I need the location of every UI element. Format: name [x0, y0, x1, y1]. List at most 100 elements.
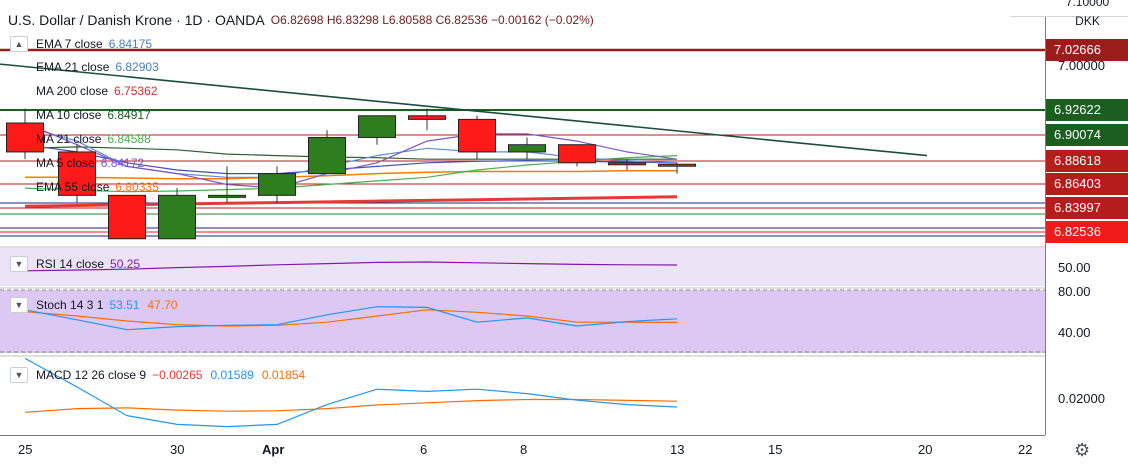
macd-axis-tick: 0.02000 — [1058, 391, 1105, 406]
rsi-axis-tick: 50.00 — [1058, 260, 1091, 275]
candle-body — [508, 144, 546, 153]
legend-name: MA 10 close — [36, 108, 102, 122]
legend-value: 6.84588 — [107, 132, 151, 146]
time-tick-label: 30 — [170, 442, 185, 457]
legend-collapse-button[interactable]: ▲ — [10, 36, 28, 52]
legend-name: MA 5 close — [36, 156, 95, 170]
stoch-name: Stoch 14 3 1 — [36, 298, 104, 312]
time-tick-label: 25 — [18, 442, 33, 457]
high-value: H6.83298 — [326, 13, 379, 27]
settings-gear-icon[interactable]: ⚙ — [1074, 440, 1091, 460]
stoch-collapse-button[interactable]: ▼ — [10, 297, 28, 313]
candle — [608, 159, 646, 171]
stoch-d-value: 47.70 — [147, 298, 178, 312]
candle-body — [108, 194, 146, 240]
low-value: L6.80588 — [382, 13, 433, 27]
macd-legend: ▼ MACD 12 26 close 9 −0.00265 0.01589 0.… — [10, 367, 313, 383]
rsi-line — [24, 261, 678, 272]
legend-row: MA 10 close 6.84917 — [36, 108, 159, 122]
trendline — [0, 63, 928, 157]
legend-row: ▲ EMA 7 close 6.84175 — [10, 36, 160, 52]
legend-value: 6.75362 — [114, 84, 158, 98]
legend-name: MA 200 close — [36, 84, 109, 98]
candle-body — [6, 122, 44, 153]
rsi-collapse-button[interactable]: ▼ — [10, 256, 28, 272]
symbol-title[interactable]: U.S. Dollar / Danish Krone · 1D · OANDA — [8, 12, 265, 28]
stoch-axis-tick-high: 80.00 — [1058, 284, 1091, 299]
currency-code: DKK — [1075, 14, 1100, 28]
macd-line-value: 0.01589 — [210, 368, 254, 382]
candle — [258, 166, 296, 203]
legend-name: EMA 55 close — [36, 180, 110, 194]
candle — [308, 130, 346, 175]
macd-signal-line — [24, 398, 678, 413]
candle-body — [608, 162, 646, 166]
candle — [658, 162, 696, 174]
time-tick-label: 13 — [670, 442, 685, 457]
candle-body — [258, 173, 296, 196]
open-value: O6.82698 — [270, 13, 324, 27]
rsi-pane-bg — [0, 248, 1045, 286]
ma5-line — [24, 122, 678, 189]
legend-value: 6.84917 — [107, 108, 151, 122]
stoch-k-line — [24, 306, 678, 331]
candle-body — [158, 194, 196, 240]
symbol-header: U.S. Dollar / Danish Krone · 1D · OANDA … — [8, 10, 594, 30]
macd-line — [24, 357, 678, 428]
candle — [158, 188, 196, 240]
candle-body — [358, 115, 396, 138]
time-tick-label: 15 — [768, 442, 783, 457]
candle — [6, 108, 44, 160]
price-label: 6.83997 — [1046, 197, 1128, 219]
rsi-legend: ▼ RSI 14 close 50.25 — [10, 256, 148, 272]
currency-top-tick: 7.10000 — [1060, 0, 1115, 6]
candle — [458, 115, 496, 160]
candle — [108, 194, 146, 240]
legend-row: EMA 21 close 6.82903 — [36, 60, 167, 74]
stoch-k-value: 53.51 — [109, 298, 140, 312]
time-tick-label: 8 — [520, 442, 528, 457]
stoch-d-line — [24, 309, 678, 327]
candle-body — [658, 163, 696, 167]
time-tick-label: Apr — [262, 442, 285, 457]
candle — [558, 144, 596, 167]
time-tick-label: 20 — [918, 442, 933, 457]
candle-body — [208, 194, 246, 198]
legend-name: MA 21 close — [36, 132, 102, 146]
time-tick-label: 6 — [420, 442, 428, 457]
legend-value: 6.80335 — [115, 180, 159, 194]
legend-value: 6.84175 — [108, 37, 153, 51]
currency-label: 7.10000 DKK — [1060, 0, 1115, 28]
legend-row: MA 21 close 6.84588 — [36, 132, 159, 146]
price-label: 6.90074 — [1046, 124, 1128, 146]
candle — [408, 108, 446, 131]
top-axis-strip — [1010, 0, 1128, 17]
macd-name: MACD 12 26 close 9 — [36, 368, 147, 382]
time-tick-label: 22 — [1018, 442, 1033, 457]
price-label: 6.92622 — [1046, 99, 1128, 121]
candle — [208, 166, 246, 203]
chart-canvas[interactable] — [0, 0, 1045, 435]
macd-signal-value: 0.01854 — [261, 368, 306, 382]
price-label: 6.86403 — [1046, 173, 1128, 195]
legend-row: MA 200 close 6.75362 — [36, 84, 165, 98]
candle-body — [408, 115, 446, 120]
candle — [508, 137, 546, 160]
candle-body — [308, 136, 346, 175]
time-axis[interactable] — [0, 435, 1045, 466]
candle — [358, 115, 396, 145]
stoch-pane-bg — [0, 290, 1045, 353]
macd-collapse-button[interactable]: ▼ — [10, 367, 28, 383]
price-tick: 7.00000 — [1058, 58, 1105, 73]
legend-value: 6.84172 — [100, 156, 145, 170]
legend-row: EMA 55 close 6.80335 — [36, 180, 167, 194]
macd-hist-value: −0.00265 — [152, 368, 203, 382]
stoch-legend: ▼ Stoch 14 3 1 53.51 47.70 — [10, 297, 185, 313]
candle-body — [58, 151, 96, 196]
candle — [58, 144, 96, 203]
legend-name: EMA 7 close — [36, 37, 103, 51]
ohlc-values: O6.82698 H6.83298 L6.80588 C6.82536 −0.0… — [271, 13, 594, 27]
rsi-value: 50.25 — [110, 257, 141, 271]
change-value: −0.00162 (−0.02%) — [491, 13, 594, 27]
rsi-name: RSI 14 close — [36, 257, 105, 271]
